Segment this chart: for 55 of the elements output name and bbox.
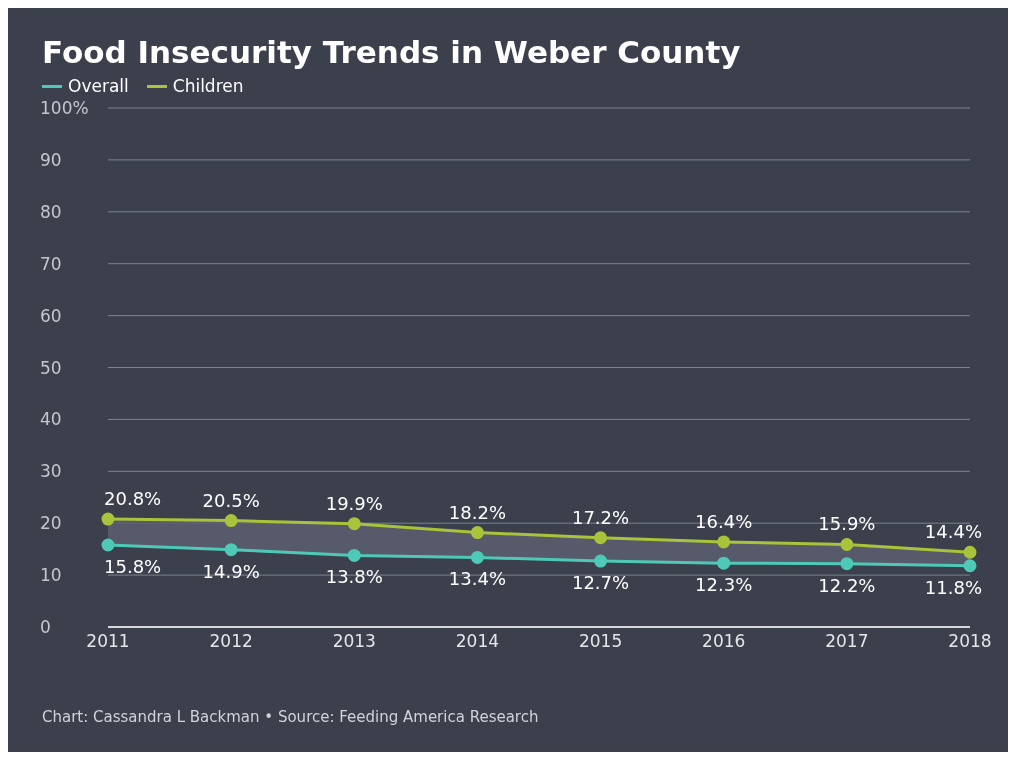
data-label: 13.4%: [448, 568, 507, 590]
data-label: 19.9%: [325, 492, 383, 514]
x-tick-label: 2017: [825, 631, 869, 652]
point: [963, 559, 977, 573]
y-tick-label: 10: [40, 565, 62, 586]
data-label: 18.2%: [448, 501, 507, 523]
data-label: 15.8%: [104, 556, 162, 577]
point: [594, 554, 608, 568]
x-tick-label: 2013: [332, 631, 376, 652]
point: [470, 526, 484, 540]
data-label: 12.7%: [571, 572, 630, 594]
y-tick-label: 100%: [40, 98, 89, 119]
point: [963, 545, 977, 559]
point: [840, 557, 854, 571]
data-label: 17.2%: [571, 506, 630, 528]
x-tick-label: 2015: [578, 631, 623, 652]
point: [101, 512, 115, 526]
data-label: 20.5%: [202, 489, 260, 511]
point: [347, 517, 361, 531]
point: [717, 535, 731, 549]
y-tick-label: 30: [40, 461, 62, 482]
legend-label: Overall: [68, 76, 129, 96]
point: [101, 538, 115, 552]
data-label: 15.9%: [818, 513, 876, 535]
point: [594, 531, 608, 545]
x-tick-label: 2012: [209, 631, 253, 652]
y-tick-label: 40: [40, 409, 62, 430]
point: [470, 550, 484, 564]
y-tick-label: 60: [40, 305, 62, 326]
x-tick-label: 2016: [702, 631, 746, 652]
point: [347, 548, 361, 562]
y-tick-label: 70: [40, 253, 62, 274]
point: [224, 514, 238, 528]
text: Chart: Cassandra L Backman • Source: Feeding America Research: [42, 708, 539, 726]
data-label: 14.4%: [924, 521, 982, 543]
data-label: 11.8%: [924, 576, 982, 598]
y-tick-label: 80: [40, 201, 62, 222]
data-label: 20.8%: [104, 488, 162, 510]
y-tick-label: 20: [40, 513, 62, 534]
chart-title: Food Insecurity Trends in Weber County: [42, 34, 742, 70]
legend-label: Children: [172, 76, 244, 96]
y-tick-label: 0: [40, 617, 51, 638]
data-label: 12.2%: [818, 574, 876, 596]
data-label: 12.3%: [695, 574, 753, 596]
x-tick-label: 2011: [86, 631, 130, 652]
data-label: 16.4%: [695, 510, 753, 532]
data-label: 13.8%: [325, 566, 383, 588]
y-tick-label: 90: [40, 149, 62, 170]
y-tick-label: 50: [40, 357, 62, 378]
point: [840, 537, 854, 551]
x-tick-label: 2014: [455, 631, 500, 652]
x-tick-label: 2018: [948, 631, 992, 652]
point: [717, 556, 731, 570]
data-label: 14.9%: [202, 560, 260, 582]
point: [224, 543, 238, 557]
